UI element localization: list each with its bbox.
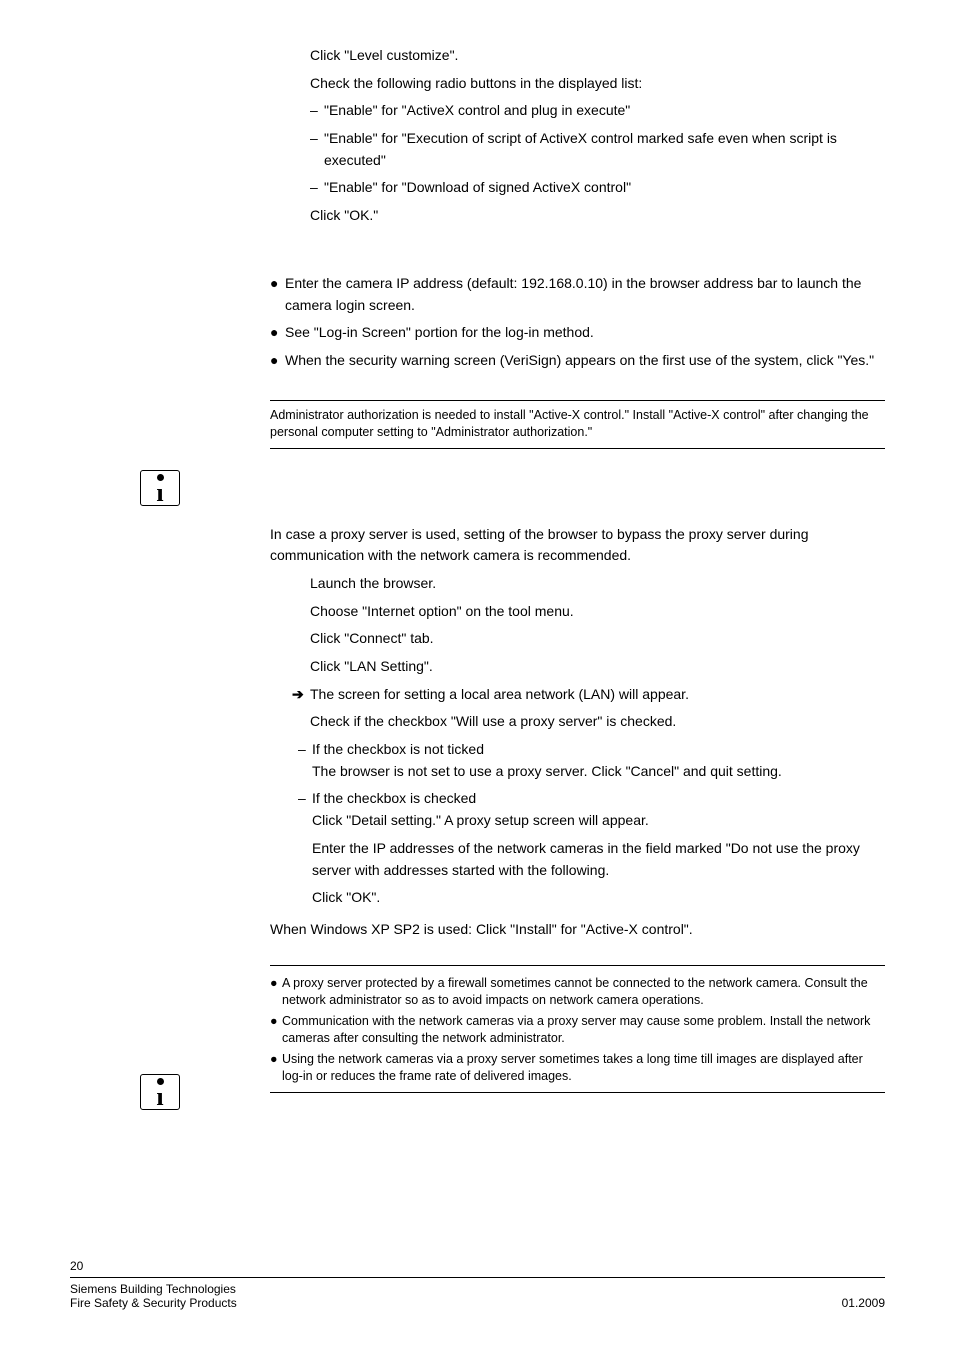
bullet-icon: ● xyxy=(270,1013,282,1048)
proxy-lan-screen: ➔ The screen for setting a local area ne… xyxy=(292,684,885,706)
footer-line1: Siemens Building Technologies xyxy=(70,1282,885,1296)
dash-icon: – xyxy=(298,739,312,782)
arrow-icon: ➔ xyxy=(292,684,310,706)
proxy-intro: In case a proxy server is used, setting … xyxy=(270,524,885,567)
proxy-launch: Launch the browser. xyxy=(310,573,885,595)
bullet-verisign: ● When the security warning screen (Veri… xyxy=(270,350,885,372)
page-number: 20 xyxy=(70,1259,885,1273)
bullet-icon: ● xyxy=(270,975,282,1010)
dash-icon: – xyxy=(310,128,324,171)
sub-enable-activex: – "Enable" for "ActiveX control and plug… xyxy=(310,100,885,122)
info-icon: ı xyxy=(140,470,180,506)
dash-icon: – xyxy=(310,177,324,199)
dash-icon: – xyxy=(298,788,312,908)
bullet-icon: ● xyxy=(270,273,285,316)
bullet-enter-ip: ● Enter the camera IP address (default: … xyxy=(270,273,885,316)
bullet-icon: ● xyxy=(270,1051,282,1086)
proxy-check-checkbox: Check if the checkbox "Will use a proxy … xyxy=(310,711,885,733)
page-content: Click "Level customize". Check the follo… xyxy=(270,45,885,1093)
proxy-connect-tab: Click "Connect" tab. xyxy=(310,628,885,650)
proxy-internet-option: Choose "Internet option" on the tool men… xyxy=(310,601,885,623)
step-customize: Click "Level customize". xyxy=(310,45,885,67)
note-admin-auth: Administrator authorization is needed to… xyxy=(270,400,885,449)
bullet-icon: ● xyxy=(270,322,285,344)
page-footer: 20 Siemens Building Technologies Fire Sa… xyxy=(70,1259,885,1310)
proxy-lan-setting: Click "LAN Setting". xyxy=(310,656,885,678)
sub-enable-script: – "Enable" for "Execution of script of A… xyxy=(310,128,885,171)
sub-enable-download: – "Enable" for "Download of signed Activ… xyxy=(310,177,885,199)
step-check-radios: Check the following radio buttons in the… xyxy=(310,73,885,95)
footer-date: 01.2009 xyxy=(842,1296,885,1310)
footer-line2: Fire Safety & Security Products xyxy=(70,1296,237,1310)
xp-note: When Windows XP SP2 is used: Click "Inst… xyxy=(270,919,885,941)
case-checked: – If the checkbox is checked Click "Deta… xyxy=(298,788,885,908)
bullet-icon: ● xyxy=(270,350,285,372)
bullet-login-screen: ● See "Log-in Screen" portion for the lo… xyxy=(270,322,885,344)
dash-icon: – xyxy=(310,100,324,122)
case-not-ticked: – If the checkbox is not ticked The brow… xyxy=(298,739,885,782)
note-proxy: ●A proxy server protected by a firewall … xyxy=(270,965,885,1093)
info-icon: ı xyxy=(140,1074,180,1110)
step-click-ok: Click "OK." xyxy=(310,205,885,227)
